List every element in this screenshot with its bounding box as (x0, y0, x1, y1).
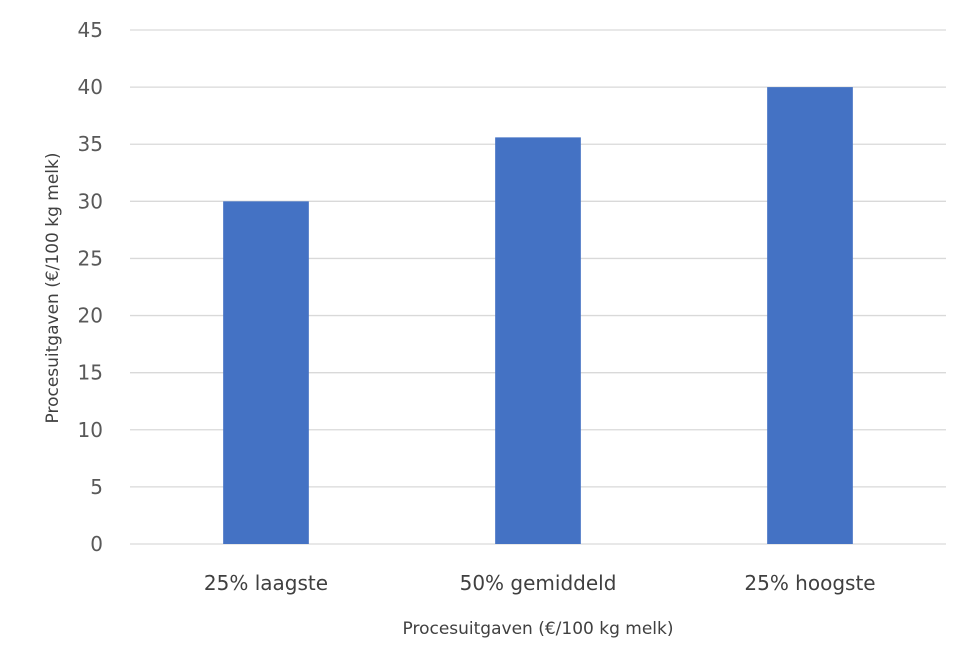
y-tick-label: 35 (78, 132, 103, 156)
y-tick-label: 45 (78, 18, 103, 42)
y-tick-label: 10 (78, 418, 103, 442)
y-tick-label: 30 (78, 189, 103, 213)
y-tick-label: 40 (78, 75, 103, 99)
y-axis-title: Procesuitgaven (€/100 kg melk) (43, 153, 63, 424)
x-category-label: 50% gemiddeld (460, 571, 617, 595)
bars (223, 87, 853, 545)
bar-2 (495, 137, 581, 544)
y-tick-label: 5 (90, 475, 103, 499)
y-axis-ticks: 0 5 10 15 20 25 30 35 40 45 (78, 18, 103, 556)
y-tick-label: 0 (90, 532, 103, 556)
y-tick-label: 15 (78, 361, 103, 385)
x-axis-categories: 25% laagste 50% gemiddeld 25% hoogste (204, 571, 876, 595)
bar-1 (223, 201, 309, 545)
y-tick-label: 20 (78, 304, 103, 328)
x-axis-title: Procesuitgaven (€/100 kg melk) (403, 619, 674, 639)
y-tick-label: 25 (78, 246, 103, 270)
x-category-label: 25% laagste (204, 571, 328, 595)
x-category-label: 25% hoogste (744, 571, 875, 595)
bar-3 (767, 87, 853, 544)
